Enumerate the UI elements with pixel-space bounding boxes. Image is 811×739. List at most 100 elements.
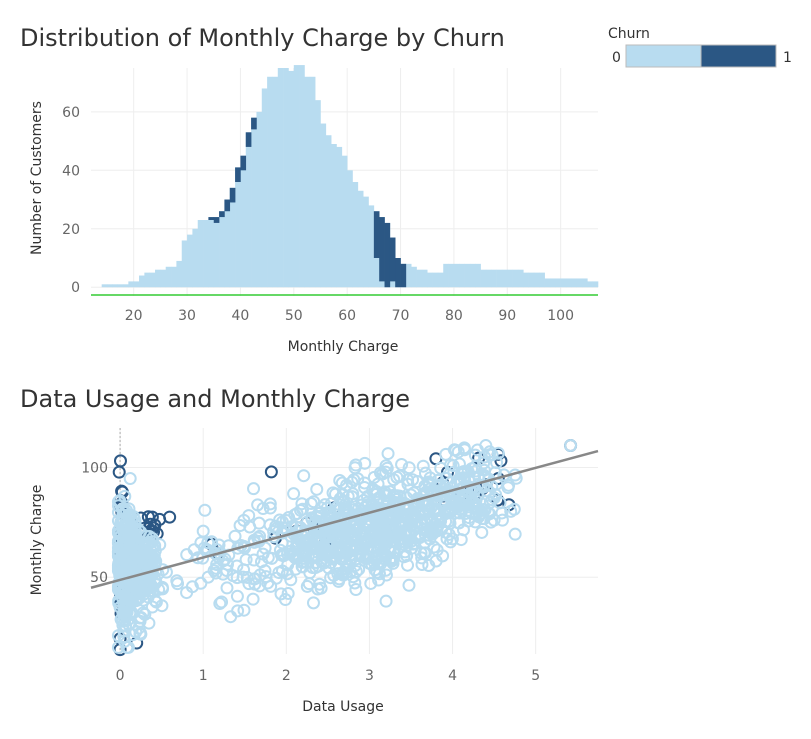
scatter-point-churn-0: [349, 583, 363, 597]
scatter-point-churn-0: [395, 457, 409, 471]
histogram-y-tick-label: 40: [62, 163, 80, 179]
scatter-point-churn-0: [307, 495, 321, 509]
scatter-point-churn-0: [115, 514, 129, 528]
scatter-point-churn-0: [304, 497, 318, 511]
scatter-point-churn-0: [394, 507, 408, 521]
histogram-bar-churn-0: [533, 272, 540, 288]
scatter-point-churn-0: [454, 503, 468, 517]
histogram-bar-churn-1: [389, 237, 396, 282]
scatter-point-churn-0: [504, 504, 518, 518]
scatter-point-churn-0: [220, 581, 234, 595]
scatter-point-churn-0: [256, 547, 270, 561]
churn-legend[interactable]: Churn 0 1: [608, 26, 792, 68]
histogram-y-tick-label: 20: [62, 222, 80, 238]
scatter-point-churn-0: [231, 541, 245, 555]
scatter-point-churn-0: [123, 472, 137, 486]
scatter-point-churn-0: [359, 499, 373, 513]
scatter-point-churn-0: [398, 545, 412, 559]
scatter-point-churn-0: [252, 516, 266, 530]
scatter-point-churn-0: [472, 508, 486, 522]
scatter-point-churn-0: [372, 573, 386, 587]
scatter-point-churn-0: [347, 473, 361, 487]
scatter-point-churn-0: [428, 502, 442, 516]
scatter-point-churn-0: [317, 556, 331, 570]
scatter-point-churn-0: [444, 476, 458, 490]
scatter-point-churn-0: [364, 576, 378, 590]
scatter-point-churn-0: [401, 477, 415, 491]
histogram-bar-churn-0: [261, 88, 268, 288]
scatter-point-churn-0: [493, 496, 507, 510]
scatter-y-tick-label: 100: [81, 460, 108, 476]
histogram-bar-churn-1: [208, 217, 215, 220]
histogram-bar-churn-0: [277, 68, 284, 288]
histogram-bar-churn-0: [187, 234, 193, 288]
scatter-point-churn-0: [341, 558, 355, 572]
scatter-point-churn-0: [324, 571, 338, 585]
scatter-point-churn-0: [283, 547, 297, 561]
scatter-point-churn-0: [341, 527, 355, 541]
histogram-bar-churn-0: [133, 281, 140, 288]
scatter-axes: 0 1 2 3 4 5 50 100: [81, 460, 540, 684]
histogram-bar-churn-0: [181, 240, 188, 288]
scatter-point-churn-0: [490, 456, 504, 470]
histogram-bar-churn-1: [379, 217, 385, 282]
scatter-point-churn-0: [215, 595, 229, 609]
scatter-point-churn-0: [280, 567, 294, 581]
histogram-bar-churn-0: [299, 65, 305, 288]
scatter-point-churn-0: [327, 568, 341, 582]
scatter-point-churn-0: [477, 456, 491, 470]
scatter-point-churn-0: [352, 562, 366, 576]
scatter-point-churn-0: [310, 482, 324, 496]
scatter-point-churn-0: [348, 576, 362, 590]
histogram-bar-churn-0: [112, 284, 118, 288]
scatter-point-churn-0: [295, 497, 309, 511]
scatter-point-churn-0: [247, 572, 261, 586]
scatter-point-churn-0: [122, 502, 136, 516]
scatter-point-churn-0: [247, 553, 261, 567]
scatter-point-churn-0: [455, 489, 469, 503]
scatter-point-churn-0: [122, 596, 136, 610]
scatter-point-churn-0: [122, 508, 136, 522]
histogram-bar-churn-0: [560, 278, 567, 288]
histogram-bar-churn-0: [288, 70, 295, 288]
scatter-point-churn-0: [495, 513, 509, 527]
scatter-point-churn-0: [416, 459, 430, 473]
histogram-bar-churn-0: [160, 269, 167, 288]
histogram-x-tick-label: 80: [445, 308, 463, 324]
scatter-point-churn-0: [237, 563, 251, 577]
scatter-point-churn-0: [381, 447, 395, 461]
scatter-y-axis-title: Monthly Charge: [29, 485, 45, 596]
histogram-bar-churn-0: [139, 275, 145, 288]
scatter-point-churn-1: [112, 465, 126, 479]
histogram-bar-churn-0: [571, 278, 577, 288]
legend-title: Churn: [608, 26, 650, 42]
histogram-bar-churn-1: [229, 187, 236, 203]
scatter-point-churn-0: [415, 551, 429, 565]
histogram-bar-churn-0: [565, 278, 572, 288]
scatter-point-churn-0: [461, 465, 475, 479]
scatter-point-churn-0: [263, 501, 277, 515]
scatter-point-churn-0: [352, 521, 366, 535]
scatter-point-churn-0: [321, 505, 335, 519]
scatter-point-churn-0: [300, 546, 314, 560]
histogram-bar-churn-0: [485, 269, 492, 288]
histogram-bar-churn-0: [576, 278, 583, 288]
histogram-bar-churn-0: [421, 269, 428, 288]
scatter-point-churn-0: [209, 566, 223, 580]
scatter-trend-line: [90, 449, 599, 589]
scatter-point-churn-0: [111, 536, 125, 550]
histogram-y-tick-label: 0: [71, 280, 80, 296]
scatter-point-churn-0: [383, 485, 397, 499]
scatter-point-churn-0: [228, 529, 242, 543]
scatter-point-churn-0: [349, 458, 363, 472]
histogram-bar-churn-0: [309, 76, 316, 288]
scatter-points: [111, 439, 578, 657]
scatter-point-churn-0: [375, 544, 389, 558]
histogram-x-tick-label: 100: [547, 308, 574, 324]
legend-swatch-1[interactable]: [700, 44, 777, 68]
histogram-bar-churn-0: [165, 266, 172, 288]
scatter-point-churn-0: [133, 559, 147, 573]
scatter-point-churn-0: [121, 640, 135, 654]
legend-swatch-0[interactable]: [625, 44, 702, 68]
scatter-point-churn-0: [415, 557, 429, 571]
